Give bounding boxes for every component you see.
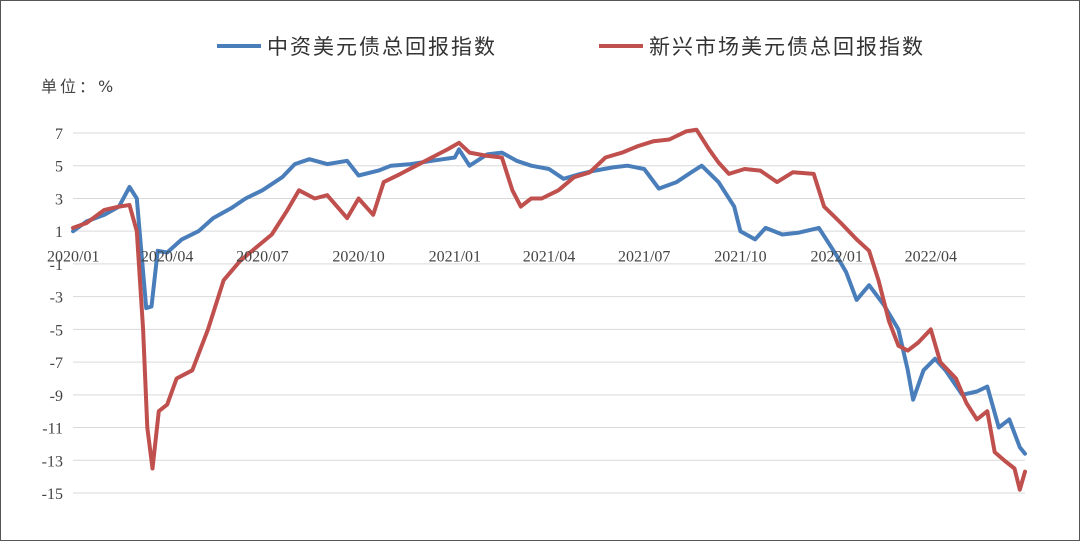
- x-tick-label: 2020/10: [332, 249, 384, 266]
- legend: 中资美元债总回报指数 新兴市场美元债总回报指数: [217, 35, 925, 59]
- y-tick-label: 7: [55, 126, 63, 143]
- legend-label: 新兴市场美元债总回报指数: [649, 35, 925, 59]
- legend-label: 中资美元债总回报指数: [267, 35, 497, 59]
- y-tick-label: -7: [50, 355, 63, 372]
- x-tick-label: 2021/04: [523, 249, 575, 266]
- series-lines: [71, 127, 1027, 492]
- y-tick-label: -1: [50, 257, 63, 274]
- x-tick-label: 2022/01: [810, 249, 862, 266]
- x-tick-label: 2020/04: [141, 249, 193, 266]
- x-tick-labels: 2020/01 2020/04 2020/07 2020/10 2021/01 2021/…: [47, 249, 957, 266]
- y-tick-label: -5: [50, 322, 63, 339]
- y-tick-label: 1: [55, 224, 63, 241]
- y-tick-label: -13: [42, 453, 63, 470]
- x-tick-label: 2021/01: [429, 249, 481, 266]
- y-tick-label: -3: [50, 290, 63, 307]
- x-tick-label: 2020/07: [236, 249, 288, 266]
- x-tick-label: 2021/07: [618, 249, 670, 266]
- y-tick-label: 3: [55, 191, 63, 208]
- y-tick-labels: 7 5 3 1 -1 -3 -5 -7 -9 -11 -13 -15: [42, 126, 63, 503]
- y-tick-label: 5: [55, 159, 63, 176]
- unit-label: 单位：%: [41, 77, 116, 96]
- x-tick-label: 2022/04: [905, 249, 957, 266]
- series-line-1: [71, 147, 1027, 456]
- y-tick-label: -11: [42, 421, 63, 438]
- y-tick-label: -15: [42, 486, 63, 503]
- x-tick-label: 2021/10: [714, 249, 766, 266]
- x-tick-label: 2020/01: [47, 249, 99, 266]
- series-line-2: [71, 127, 1027, 492]
- gridlines: [73, 132, 1025, 494]
- y-tick-label: -9: [50, 388, 63, 405]
